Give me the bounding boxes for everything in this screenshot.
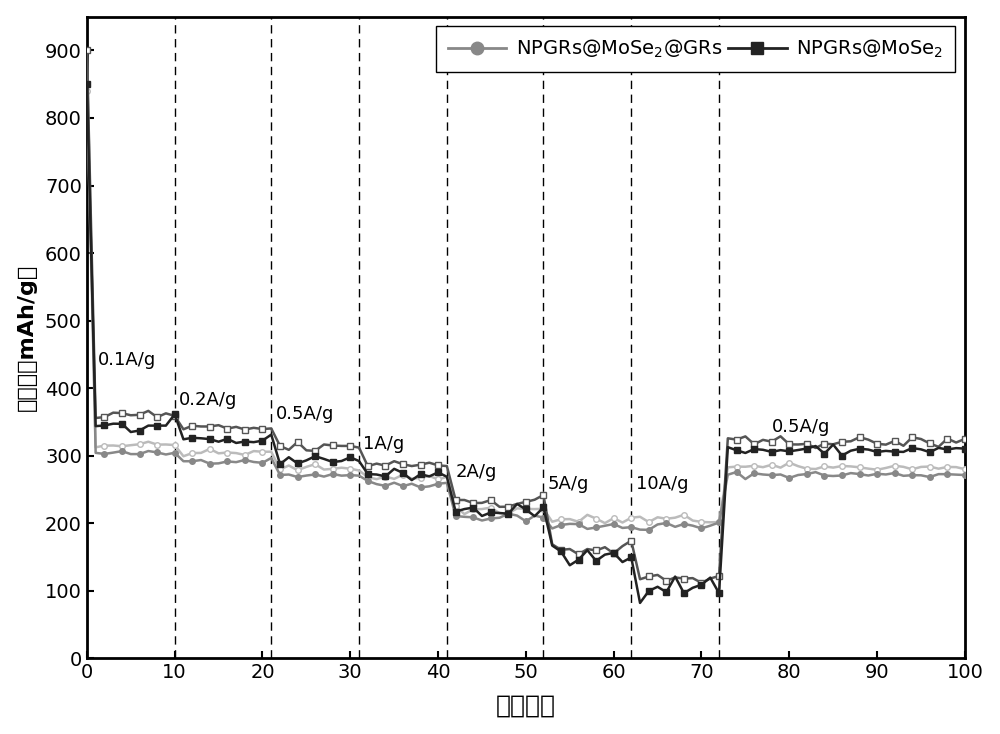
Legend: NPGRs@MoSe$_2$@GRs, NPGRs@MoSe$_2$: NPGRs@MoSe$_2$@GRs, NPGRs@MoSe$_2$ [436, 26, 955, 72]
Text: 0.5A/g: 0.5A/g [276, 404, 334, 423]
Text: 5A/g: 5A/g [548, 476, 589, 493]
Y-axis label: 比容量（mAh/g）: 比容量（mAh/g） [17, 264, 37, 411]
Text: 2A/g: 2A/g [456, 463, 497, 482]
Text: 0.2A/g: 0.2A/g [179, 391, 237, 409]
X-axis label: 循环次数: 循环次数 [496, 694, 556, 717]
Text: 0.5A/g: 0.5A/g [772, 418, 830, 436]
Text: 1A/g: 1A/g [363, 435, 405, 453]
Text: 10A/g: 10A/g [636, 476, 688, 493]
Text: 0.1A/g: 0.1A/g [97, 351, 156, 368]
